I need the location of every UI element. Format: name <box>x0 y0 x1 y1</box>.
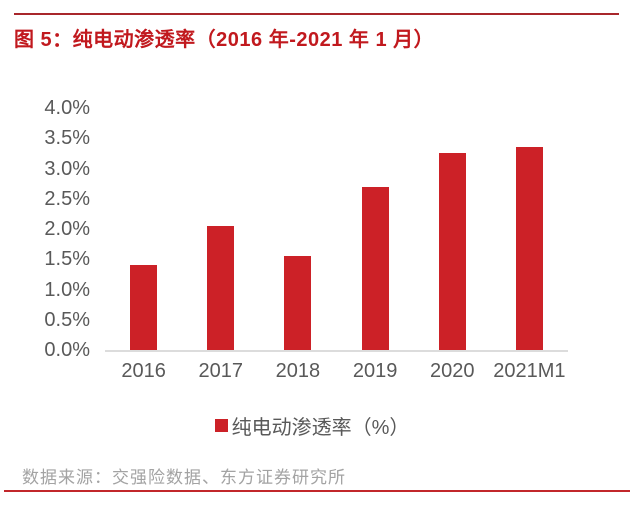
y-tick-label: 1.0% <box>44 278 90 301</box>
x-tick-label: 2021M1 <box>493 360 566 382</box>
y-tick-label: 0.0% <box>44 339 90 361</box>
y-tick-label: 2.0% <box>44 218 90 240</box>
x-tick-label: 2019 <box>352 360 398 382</box>
legend-swatch-icon <box>214 419 228 432</box>
x-tick-label: 2018 <box>275 360 321 382</box>
y-axis: 4.0% 3.5% 3.0% 2.5% 2.0% 1.5% 1.0% 0.5% 0.0% <box>0 98 90 360</box>
y-tick-label: 3.0% <box>44 157 90 180</box>
source-line: 数据来源：交强险数据、东方证券研究所 <box>22 468 346 487</box>
y-tick-label: 0.5% <box>44 308 90 331</box>
plot-area <box>105 108 568 352</box>
x-tick-label: 2017 <box>198 360 244 382</box>
bar-2018 <box>284 256 312 350</box>
y-tick-label: 2.5% <box>44 187 90 210</box>
bar-2019 <box>361 186 389 350</box>
top-red-rule <box>14 13 619 15</box>
chart-title: 图 5：纯电动渗透率（2016 年-2021 年 1 月） <box>14 29 435 51</box>
y-tick-label: 3.5% <box>44 127 90 150</box>
y-tick-label: 1.5% <box>44 248 90 271</box>
x-axis: 2016 2017 2018 2019 2020 2021M1 <box>105 360 568 384</box>
bar-2021M1 <box>515 147 543 350</box>
x-tick-label: 2020 <box>430 360 475 382</box>
legend: 纯电动渗透率（%） <box>0 411 624 440</box>
legend-label: 纯电动渗透率（%） <box>231 417 410 439</box>
x-tick-label: 2016 <box>121 360 166 382</box>
bar-2017 <box>207 225 235 350</box>
bottom-red-rule <box>4 490 630 492</box>
bar-2020 <box>438 153 466 350</box>
y-tick-label: 4.0% <box>44 97 90 119</box>
bar-2016 <box>130 265 158 350</box>
